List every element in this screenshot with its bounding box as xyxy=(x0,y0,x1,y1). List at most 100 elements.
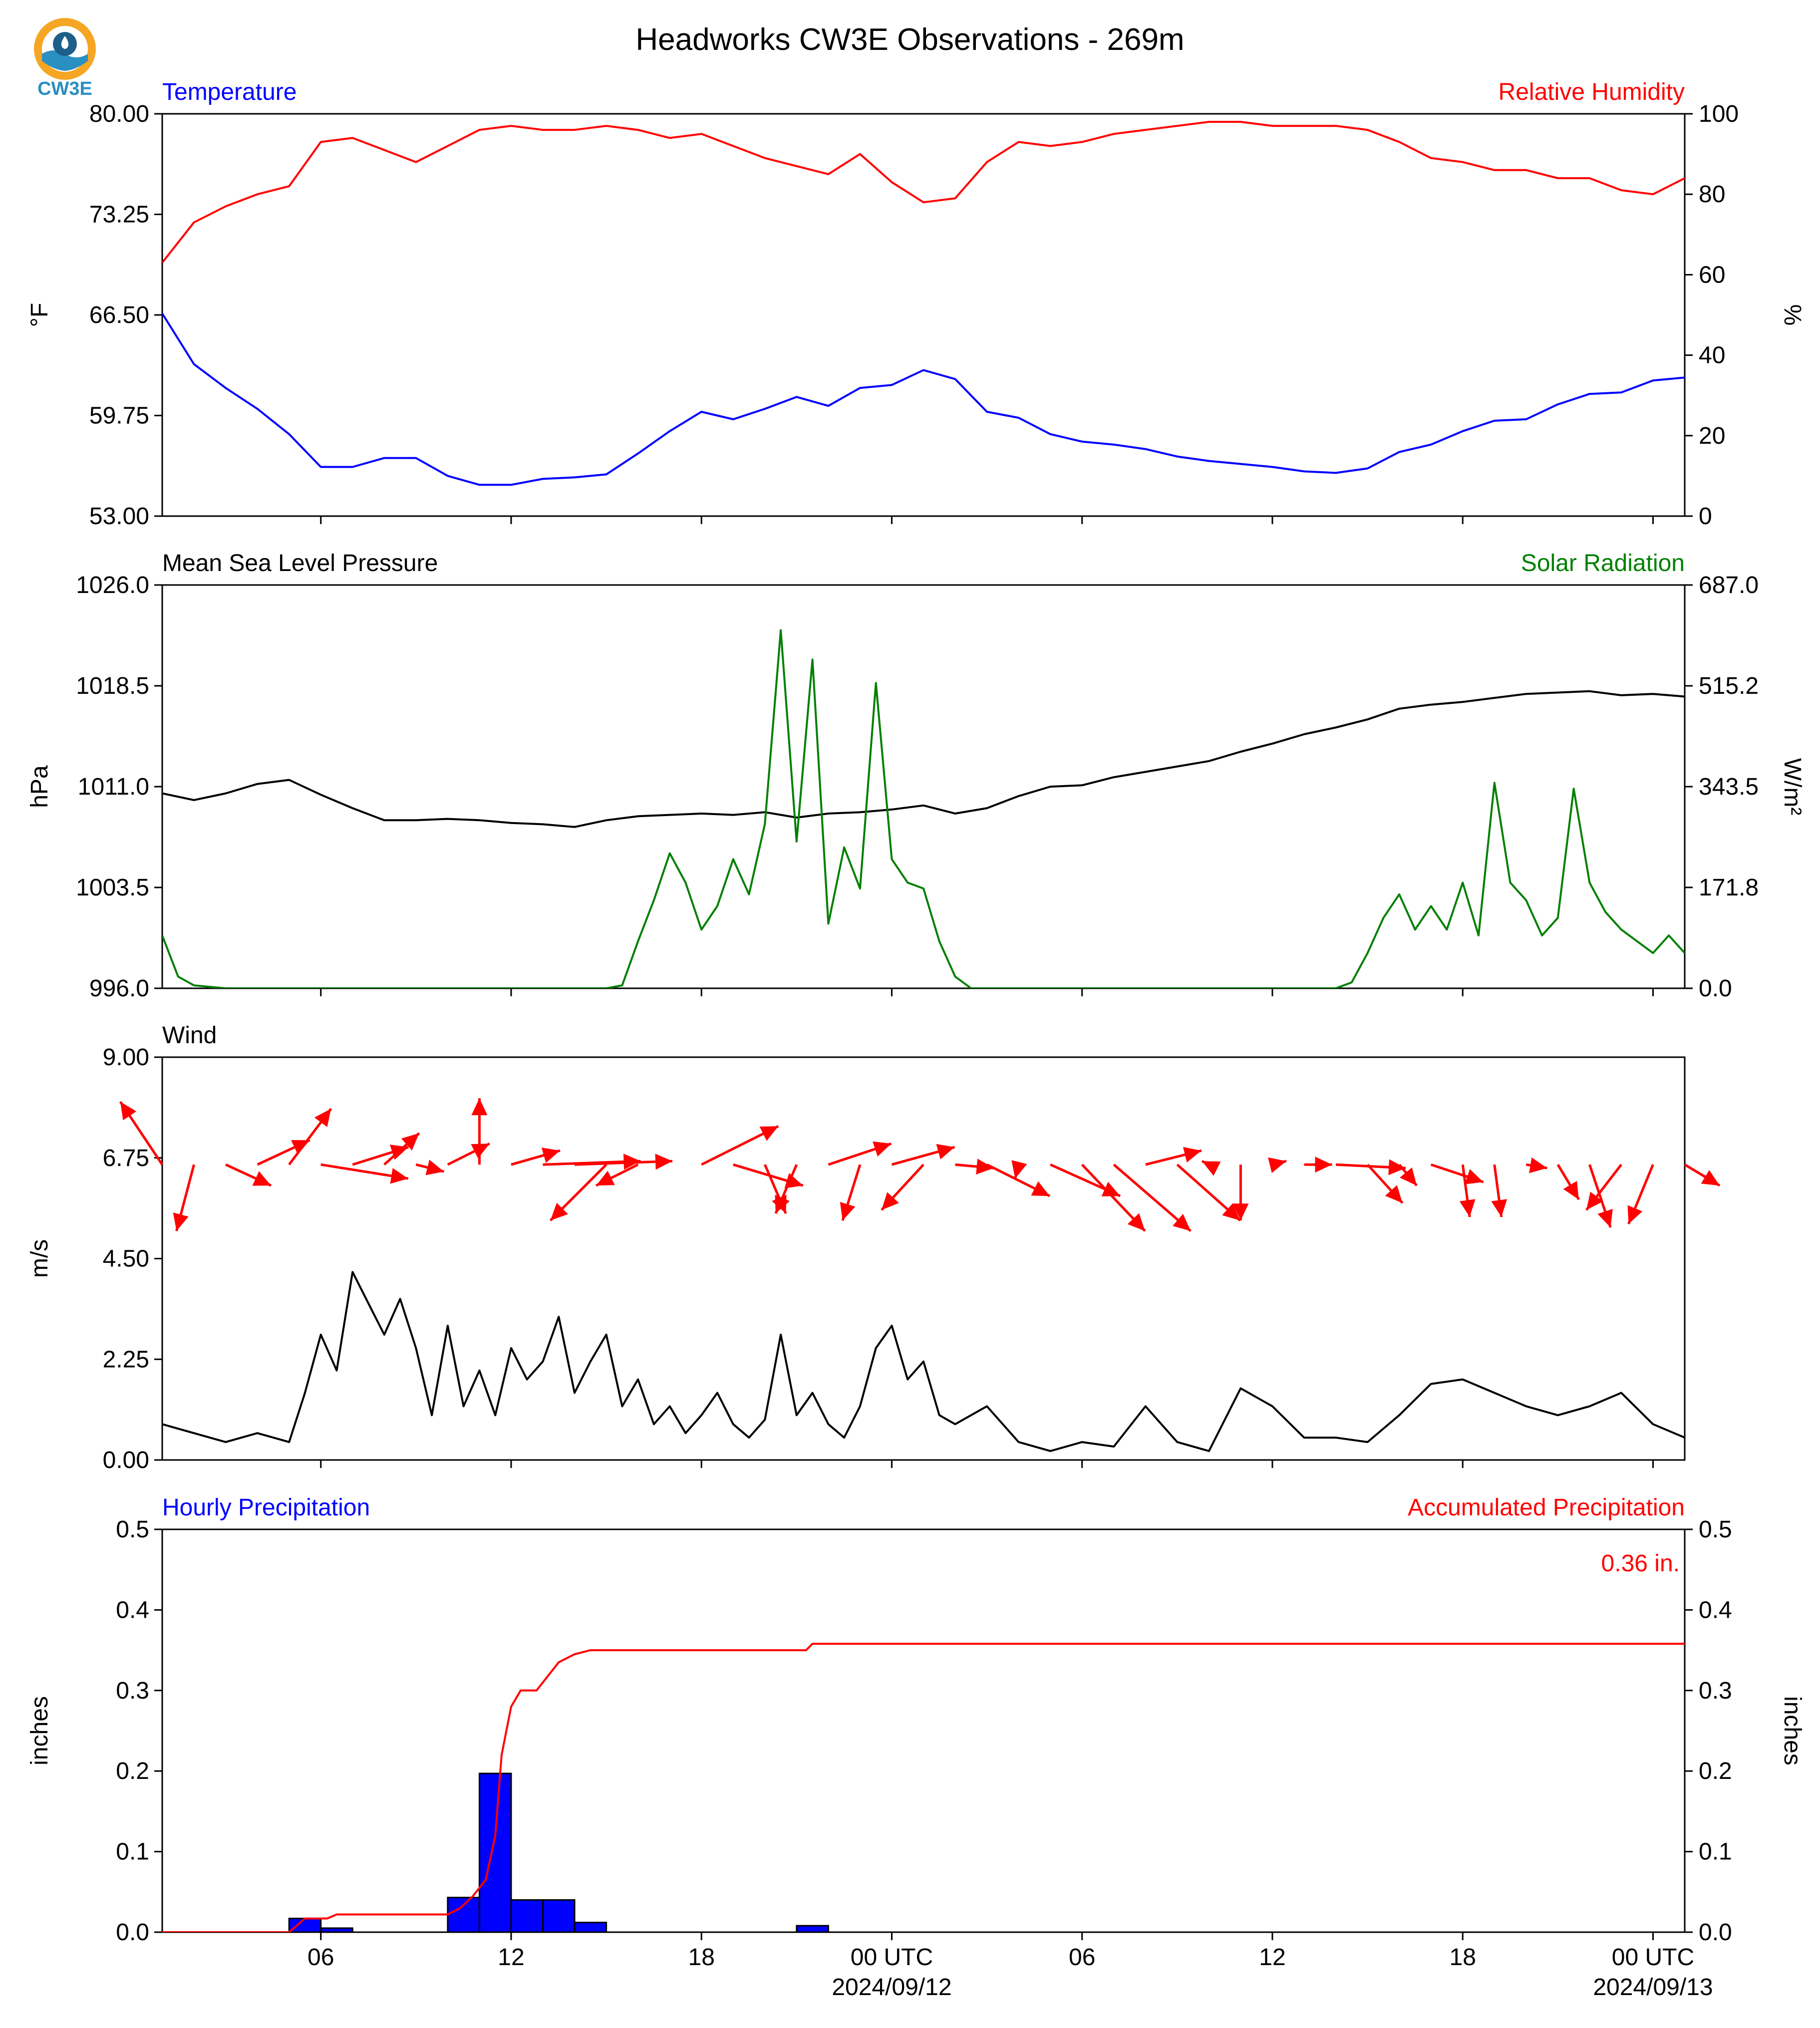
wind-arrow-head xyxy=(873,1141,892,1157)
precip-bar xyxy=(447,1897,480,1932)
y-right-tick-label: 20 xyxy=(1699,423,1725,449)
wind-arrow-head xyxy=(550,1202,568,1221)
wind-arrow-head xyxy=(401,1133,419,1151)
y-tick-label: 1003.5 xyxy=(76,874,149,901)
plot-frame xyxy=(161,1528,1686,1933)
precip-bar xyxy=(574,1922,607,1932)
y-tick-label: 0.0 xyxy=(116,1919,149,1946)
y-tick-label: 59.75 xyxy=(89,403,149,429)
plot-frame xyxy=(161,113,1686,517)
y-tick-label: 0.00 xyxy=(103,1447,149,1473)
y-right-tick-label: 171.8 xyxy=(1699,874,1759,901)
y-right-tick-label: 100 xyxy=(1699,101,1739,127)
y-tick-label: 0.3 xyxy=(116,1678,149,1704)
wind-arrow-head xyxy=(1315,1157,1332,1173)
x-tick-label: 00 UTC xyxy=(1612,1944,1694,1971)
y-right-axis-title: % xyxy=(1779,304,1806,326)
x-date-label: 2024/09/13 xyxy=(1593,1974,1713,2001)
wind-arrow-head xyxy=(1459,1199,1476,1217)
wind-arrow-head xyxy=(1011,1160,1027,1179)
y-tick-label: 0.4 xyxy=(116,1597,149,1623)
wind-arrow-head xyxy=(1101,1181,1121,1196)
wind-arrow-head xyxy=(390,1168,408,1184)
wind-arrow-head xyxy=(1597,1208,1613,1228)
logo-text: CW3E xyxy=(37,78,92,99)
left-series-label: Hourly Precipitation xyxy=(162,1494,370,1521)
series-line xyxy=(162,1643,1685,1932)
series-line xyxy=(162,1271,1685,1452)
wind-arrow-head xyxy=(1627,1205,1643,1224)
wind-arrow-head xyxy=(1400,1167,1417,1186)
logo-wave xyxy=(42,50,88,71)
wind-arrow-head xyxy=(775,1194,790,1214)
y-axis-title: hPa xyxy=(26,765,53,808)
panel-wind: Wind 0.00 2.25 4.50 6.75 9.00 m/s xyxy=(26,1022,1721,1473)
wind-arrow-head xyxy=(1529,1157,1547,1173)
left-series-label: Mean Sea Level Pressure xyxy=(162,550,438,577)
y-right-tick-label: 0.4 xyxy=(1699,1597,1732,1623)
wind-arrow-head xyxy=(1127,1213,1145,1231)
wind-arrow-head xyxy=(471,1098,488,1116)
y-right-tick-label: 80 xyxy=(1699,181,1725,208)
wind-arrow-head xyxy=(936,1144,955,1159)
wind-arrow-head xyxy=(252,1171,272,1186)
y-tick-label: 2.25 xyxy=(103,1346,149,1373)
x-tick-label: 18 xyxy=(688,1944,715,1971)
precip-bar xyxy=(288,1918,322,1932)
precip-bar xyxy=(542,1899,576,1932)
y-tick-label: 73.25 xyxy=(89,202,149,228)
wind-arrow-head xyxy=(1388,1159,1406,1175)
y-right-tick-label: 687.0 xyxy=(1699,572,1759,598)
panel-temperature_humidity: Temperature Relative Humidity 53.00 59.75 66… xyxy=(26,79,1806,530)
wind-arrow-head xyxy=(1385,1185,1403,1203)
y-tick-label: 1018.5 xyxy=(76,673,149,699)
y-tick-label: 0.5 xyxy=(116,1516,149,1543)
y-tick-label: 6.75 xyxy=(103,1145,149,1171)
wind-arrow-head xyxy=(976,1159,994,1175)
y-axis-title: °F xyxy=(26,303,53,327)
x-tick-label: 18 xyxy=(1450,1944,1476,1971)
y-right-tick-label: 60 xyxy=(1699,262,1725,288)
x-tick-label: 12 xyxy=(498,1944,524,1971)
x-tick-label: 06 xyxy=(1069,1944,1095,1971)
y-tick-label: 0.1 xyxy=(116,1839,149,1865)
y-tick-label: 66.50 xyxy=(89,302,149,328)
wind-arrow-head xyxy=(1202,1161,1221,1176)
x-tick-label: 00 UTC xyxy=(851,1944,933,1971)
y-tick-label: 996.0 xyxy=(89,975,149,1002)
y-right-tick-label: 0.5 xyxy=(1699,1516,1732,1543)
right-series-label: Relative Humidity xyxy=(1499,79,1685,105)
x-tick-label: 12 xyxy=(1259,1944,1285,1971)
droplet-icon xyxy=(61,36,69,49)
y-tick-label: 4.50 xyxy=(103,1246,149,1272)
y-axis-title: m/s xyxy=(26,1239,53,1278)
y-tick-label: 9.00 xyxy=(103,1044,149,1071)
x-date-label: 2024/09/12 xyxy=(832,1974,951,2001)
precip-bar xyxy=(796,1925,829,1932)
wind-arrow-head xyxy=(882,1192,899,1210)
wind-arrow-head xyxy=(1031,1181,1050,1196)
x-tick-label: 06 xyxy=(307,1944,334,1971)
wind-arrow-head xyxy=(1491,1199,1508,1217)
right-series-label: Accumulated Precipitation xyxy=(1408,1494,1685,1521)
y-right-tick-label: 0.0 xyxy=(1699,975,1732,1002)
plot-frame xyxy=(161,584,1686,989)
y-right-axis-title: inches xyxy=(1779,1696,1806,1765)
precip-bar xyxy=(478,1772,512,1932)
wind-arrow-head xyxy=(1173,1213,1191,1231)
wind-arrow-head xyxy=(1222,1203,1240,1221)
y-right-axis-title: W/m² xyxy=(1779,758,1806,816)
panel-precipitation: Hourly Precipitation Accumulated Precipit… xyxy=(26,1494,1806,2001)
y-right-tick-label: 40 xyxy=(1699,342,1725,369)
wind-arrow-head xyxy=(1183,1147,1202,1162)
y-tick-label: 0.2 xyxy=(116,1758,149,1784)
cw3e-logo: CW3E xyxy=(34,18,96,99)
wind-arrow-head xyxy=(759,1126,779,1141)
wind-arrow-head xyxy=(541,1148,560,1163)
series-line xyxy=(162,121,1685,264)
y-right-tick-label: 0.2 xyxy=(1699,1758,1732,1784)
y-right-tick-label: 0.3 xyxy=(1699,1678,1732,1704)
wind-arrow-head xyxy=(120,1102,137,1121)
left-series-label: Temperature xyxy=(162,79,297,105)
